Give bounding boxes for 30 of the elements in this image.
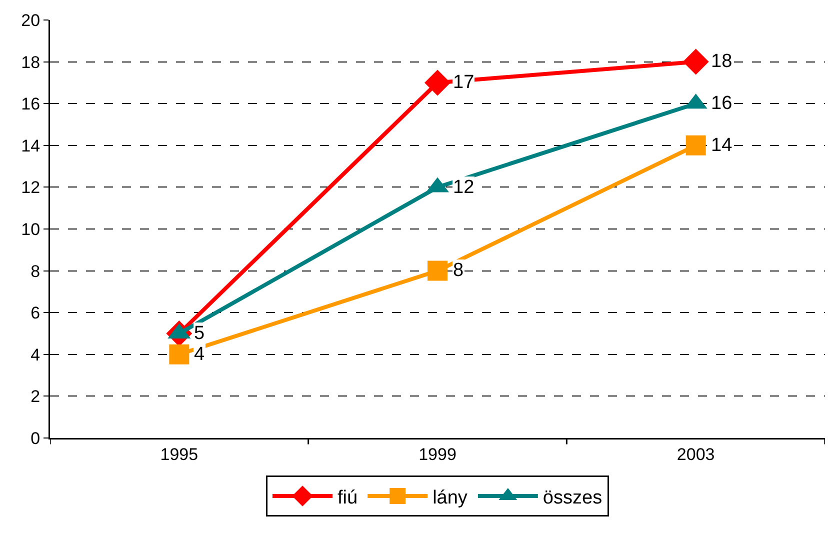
point xyxy=(686,135,706,156)
point xyxy=(682,48,709,75)
legend-label: összes xyxy=(542,487,602,508)
data-label: 4 xyxy=(194,344,205,365)
data-label: 12 xyxy=(453,177,474,198)
y-tick-label: 6 xyxy=(30,304,40,323)
x-tick-label: 1995 xyxy=(160,444,198,464)
y-tick-label: 18 xyxy=(21,52,40,72)
legend-label: lány xyxy=(432,487,468,508)
y-tick-label: 0 xyxy=(30,428,40,448)
y-tick-label: 10 xyxy=(21,220,40,239)
x-tick-label: 2003 xyxy=(676,444,715,464)
y-tick-label: 20 xyxy=(21,10,40,30)
data-label: 5 xyxy=(194,323,205,344)
data-label: 8 xyxy=(453,260,464,281)
y-tick-label: 12 xyxy=(21,178,40,198)
point xyxy=(424,70,450,96)
data-label: 17 xyxy=(453,72,474,93)
data-label: 18 xyxy=(711,51,732,72)
y-tick-label: 16 xyxy=(21,94,40,114)
point xyxy=(169,344,190,364)
y-tick-label: 2 xyxy=(30,387,40,406)
y-tick-label: 4 xyxy=(30,345,40,364)
data-label: 16 xyxy=(711,93,732,114)
legend-label: fiú xyxy=(338,487,358,508)
data-label: 14 xyxy=(711,135,733,156)
y-tick-label: 14 xyxy=(21,136,40,156)
point xyxy=(428,260,448,281)
x-tick-label: 1999 xyxy=(418,444,456,464)
y-tick-label: 8 xyxy=(30,262,40,281)
